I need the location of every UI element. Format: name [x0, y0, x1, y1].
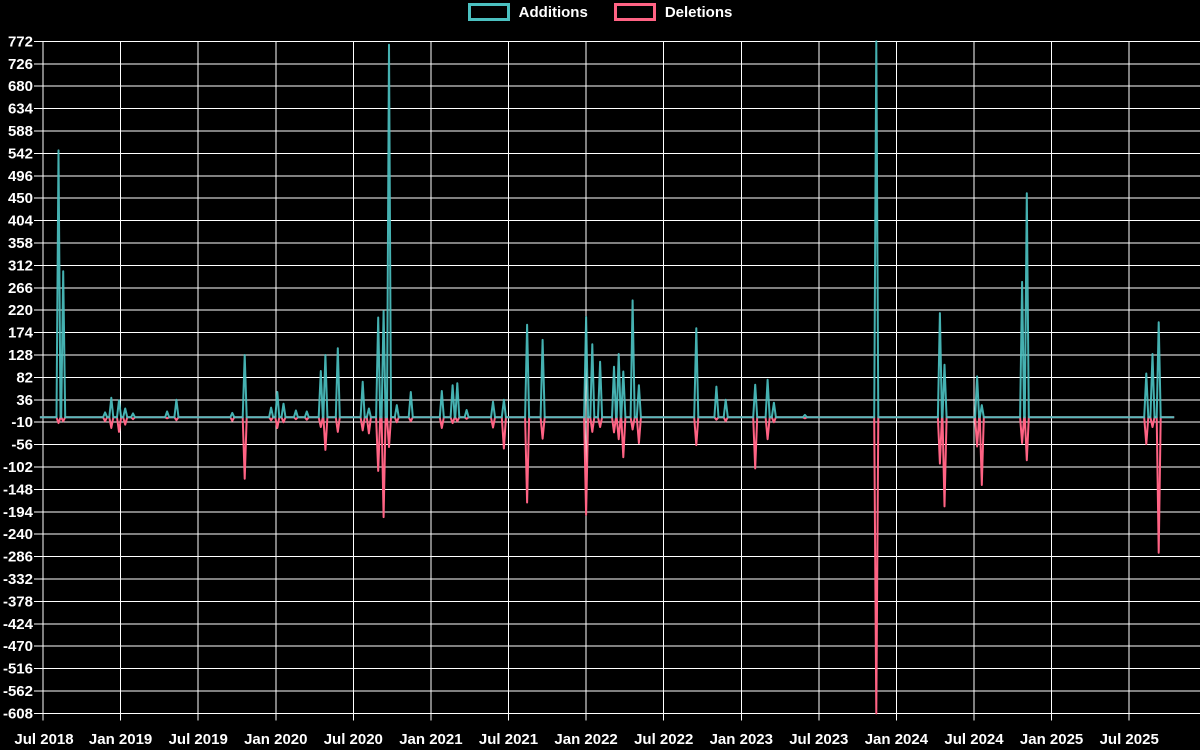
y-tick-label: -470	[3, 638, 33, 655]
y-tick-label: -148	[3, 481, 33, 498]
series-lines	[39, 40, 1175, 715]
y-tick-label: -286	[3, 549, 33, 566]
additions-line	[39, 40, 1175, 419]
x-tick-label: Jan 2022	[554, 731, 617, 748]
legend-label-additions: Additions	[518, 3, 588, 21]
y-tick-label: -102	[3, 459, 33, 476]
legend-item-additions[interactable]: Additions	[467, 3, 588, 21]
y-tick-label: -562	[3, 683, 33, 700]
y-tick-label: -240	[3, 526, 33, 543]
y-tick-label: 128	[8, 347, 33, 364]
y-tick-label: 174	[8, 325, 34, 342]
x-tick-label: Jul 2018	[14, 731, 73, 748]
y-tick-label: 496	[8, 168, 33, 185]
y-tick-label: 404	[8, 213, 34, 230]
axis-ticks	[34, 40, 1200, 721]
y-tick-label: 680	[8, 78, 33, 95]
y-tick-label: -608	[3, 705, 33, 722]
grid-lines	[40, 40, 1200, 714]
additions-swatch-icon	[467, 3, 510, 21]
y-tick-label: -194	[3, 504, 34, 521]
y-tick-label: -56	[11, 437, 33, 454]
axis-labels: 772 726 680 634 588 542 496 450 404 358 312 266 220 1…	[3, 33, 1159, 748]
legend-item-deletions[interactable]: Deletions	[613, 3, 733, 21]
x-tick-label: Jan 2025	[1020, 731, 1083, 748]
legend-label-deletions: Deletions	[664, 3, 733, 21]
x-tick-label: Jan 2020	[244, 731, 307, 748]
y-tick-label: 82	[16, 369, 33, 386]
x-tick-label: Jul 2020	[324, 731, 383, 748]
x-tick-label: Jul 2021	[479, 731, 538, 748]
y-tick-label: 312	[8, 257, 33, 274]
deletions-line	[39, 416, 1175, 715]
x-tick-label: Jan 2024	[865, 731, 929, 748]
y-tick-label: 358	[8, 235, 33, 252]
y-tick-label: 266	[8, 280, 33, 297]
y-tick-label: 36	[16, 392, 33, 409]
y-tick-label: 450	[8, 190, 33, 207]
y-tick-label: 634	[8, 101, 34, 118]
x-tick-label: Jul 2022	[634, 731, 693, 748]
y-tick-label: -332	[3, 571, 33, 588]
y-tick-label: -378	[3, 593, 33, 610]
y-tick-label: -516	[3, 661, 33, 678]
y-tick-label: -10	[11, 414, 33, 431]
x-tick-label: Jul 2024	[944, 731, 1004, 748]
chart-legend: Additions Deletions	[0, 3, 1200, 21]
y-tick-label: 220	[8, 302, 33, 319]
x-tick-label: Jul 2023	[789, 731, 848, 748]
y-tick-label: 726	[8, 56, 33, 73]
deletions-swatch-icon	[613, 3, 656, 21]
x-tick-label: Jan 2019	[89, 731, 152, 748]
x-tick-label: Jul 2019	[169, 731, 228, 748]
y-tick-label: 772	[8, 33, 33, 50]
y-tick-label: -424	[3, 616, 34, 633]
y-tick-label: 542	[8, 145, 33, 162]
x-tick-label: Jan 2021	[399, 731, 462, 748]
x-tick-label: Jan 2023	[710, 731, 773, 748]
y-tick-label: 588	[8, 123, 33, 140]
x-tick-label: Jul 2025	[1100, 731, 1159, 748]
